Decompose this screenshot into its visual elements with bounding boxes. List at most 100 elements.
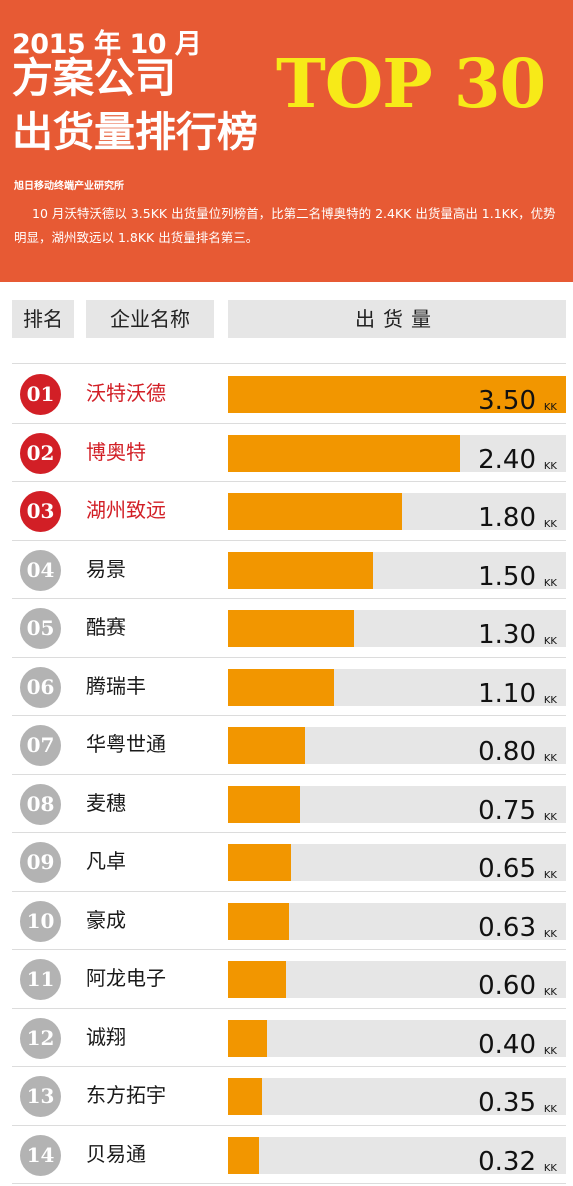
company-name: 沃特沃德 <box>86 381 166 405</box>
value-label: 0.65 <box>478 854 536 884</box>
row-separator <box>12 1183 566 1184</box>
rank-badge: 01 <box>20 374 61 415</box>
unit-label: KK <box>543 929 557 940</box>
bar-track: 3.50 KK <box>228 376 566 416</box>
bar-track: 0.75 KK <box>228 786 566 826</box>
value-label: 0.35 <box>478 1088 536 1118</box>
company-name: 豪成 <box>86 908 126 932</box>
column-header-volume: 出货量 <box>228 300 566 338</box>
description-text: 10 月沃特沃德以 3.5KK 出货量位列榜首，比第二名博奥特的 2.4KK 出… <box>14 206 556 245</box>
value-label: 2.40 <box>478 445 536 475</box>
unit-label: KK <box>543 695 557 706</box>
rank-badge: 08 <box>20 784 61 825</box>
bar-track: 1.30 KK <box>228 610 566 650</box>
row-separator <box>12 774 566 775</box>
table-row: 10 豪成 0.63 KK <box>0 891 573 949</box>
bar-mark <box>228 844 291 881</box>
source-label: 旭日移动终端产业研究所 <box>14 181 124 192</box>
row-separator <box>12 540 566 541</box>
company-name: 博奥特 <box>86 440 146 464</box>
unit-label: KK <box>543 636 557 647</box>
company-name: 阿龙电子 <box>86 966 166 990</box>
table-row: 07 华粤世通 0.80 KK <box>0 715 573 773</box>
bar-track: 0.63 KK <box>228 903 566 943</box>
bar-mark <box>228 1078 262 1115</box>
rank-badge: 09 <box>20 842 61 883</box>
unit-label: KK <box>543 1104 557 1115</box>
company-name: 湖州致远 <box>86 498 166 522</box>
rank-badge: 02 <box>20 433 61 474</box>
table-row: 12 诚翔 0.40 KK <box>0 1008 573 1066</box>
bar-mark <box>228 552 373 589</box>
rank-badge: 10 <box>20 901 61 942</box>
row-separator <box>12 1008 566 1009</box>
bar-mark <box>228 493 402 530</box>
rank-badge: 14 <box>20 1135 61 1176</box>
rank-badge: 07 <box>20 725 61 766</box>
top30-label: TOP 30 <box>276 44 546 123</box>
unit-label: KK <box>543 870 557 881</box>
title-line1: 方案公司 <box>12 54 176 102</box>
header-banner: 2015 年 10 月 方案公司 出货量排行榜 TOP 30 旭日移动终端产业研… <box>0 0 573 282</box>
row-separator <box>12 949 566 950</box>
value-label: 0.60 <box>478 971 536 1001</box>
unit-label: KK <box>543 812 557 823</box>
column-header-company: 企业名称 <box>86 300 214 338</box>
bar-track: 0.32 KK <box>228 1137 566 1177</box>
value-label: 1.10 <box>478 679 536 709</box>
bar-mark <box>228 610 354 647</box>
table-row: 11 阿龙电子 0.60 KK <box>0 949 573 1007</box>
company-name: 麦穗 <box>86 791 126 815</box>
bar-mark <box>228 903 289 940</box>
company-name: 凡卓 <box>86 849 126 873</box>
row-separator <box>12 1125 566 1126</box>
unit-label: KK <box>543 987 557 998</box>
rank-badge: 03 <box>20 491 61 532</box>
table-row: 06 腾瑞丰 1.10 KK <box>0 657 573 715</box>
row-separator <box>12 423 566 424</box>
bar-mark <box>228 1020 267 1057</box>
rank-badge: 12 <box>20 1018 61 1059</box>
unit-label: KK <box>543 402 557 413</box>
value-label: 1.30 <box>478 620 536 650</box>
bar-track: 1.80 KK <box>228 493 566 533</box>
table-row: 14 贝易通 0.32 KK <box>0 1125 573 1183</box>
company-name: 华粤世通 <box>86 732 166 756</box>
bar-track: 1.10 KK <box>228 669 566 709</box>
bar-track: 0.60 KK <box>228 961 566 1001</box>
table-row: 03 湖州致远 1.80 KK <box>0 481 573 539</box>
table-row: 04 易景 1.50 KK <box>0 540 573 598</box>
bar-mark <box>228 727 306 764</box>
unit-label: KK <box>543 519 557 530</box>
company-name: 贝易通 <box>86 1142 146 1166</box>
table-row: 02 博奥特 2.40 KK <box>0 423 573 481</box>
table-row: 13 东方拓宇 0.35 KK <box>0 1066 573 1124</box>
unit-label: KK <box>543 461 557 472</box>
row-separator <box>12 481 566 482</box>
row-separator <box>12 891 566 892</box>
value-label: 0.80 <box>478 737 536 767</box>
row-separator <box>12 832 566 833</box>
bar-mark <box>228 435 460 472</box>
bar-track: 1.50 KK <box>228 552 566 592</box>
row-separator <box>12 657 566 658</box>
company-name: 易景 <box>86 557 126 581</box>
rank-badge: 05 <box>20 608 61 649</box>
bar-track: 0.80 KK <box>228 727 566 767</box>
row-separator <box>12 1066 566 1067</box>
rank-badge: 06 <box>20 667 61 708</box>
table-row: 01 沃特沃德 3.50 KK <box>0 364 573 422</box>
unit-label: KK <box>543 753 557 764</box>
bar-mark <box>228 786 301 823</box>
value-label: 0.63 <box>478 913 536 943</box>
title-line2: 出货量排行榜 <box>12 108 258 156</box>
value-label: 1.80 <box>478 503 536 533</box>
company-name: 诚翔 <box>86 1025 126 1049</box>
bar-track: 0.40 KK <box>228 1020 566 1060</box>
table-row: 08 麦穗 0.75 KK <box>0 774 573 832</box>
value-label: 1.50 <box>478 562 536 592</box>
table-row: 09 凡卓 0.65 KK <box>0 832 573 890</box>
table-row: 05 酷赛 1.30 KK <box>0 598 573 656</box>
bar-mark <box>228 669 335 706</box>
bar-track: 0.65 KK <box>228 844 566 884</box>
